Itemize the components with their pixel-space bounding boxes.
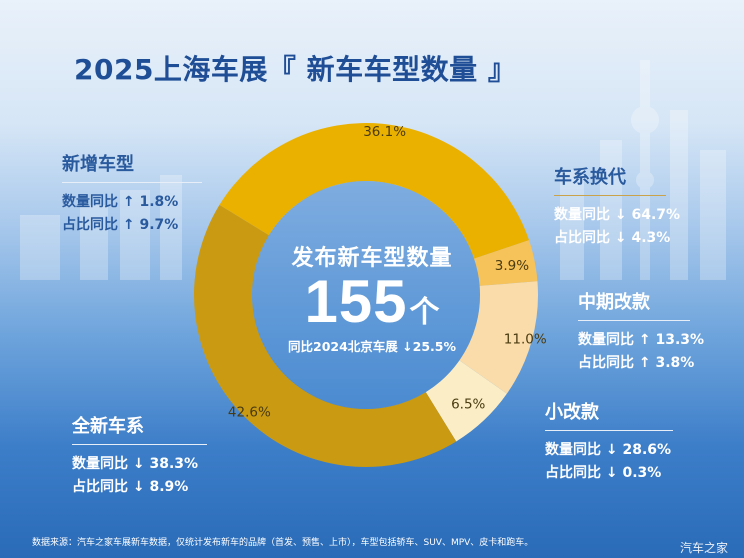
watermark-logo: 汽车之家 — [679, 541, 728, 555]
category-minor-update: 小改款 数量同比 ↓ 28.6% 占比同比 ↓ 0.3% — [545, 398, 675, 485]
slice-value-label: 3.9% — [495, 258, 529, 274]
category-stat-count: 数量同比 ↑ 13.3% — [578, 332, 705, 348]
donut-center-disc — [252, 181, 480, 409]
category-mid-update: 中期改款 数量同比 ↑ 13.3% 占比同比 ↑ 3.8% — [578, 288, 705, 375]
slice-minor-update — [425, 360, 507, 442]
category-name: 小改款 — [545, 402, 599, 423]
chart-center: 发布新车型数量 155个 同比2024北京车展 ↓25.5% — [262, 240, 482, 355]
page-title: 2025上海车展『 新车车型数量 』 — [74, 53, 517, 86]
slice-new-series — [193, 204, 457, 468]
slice-replacement — [474, 240, 538, 286]
divider — [578, 320, 690, 321]
center-number: 155 — [304, 268, 408, 335]
divider — [72, 444, 207, 445]
center-title: 发布新车型数量 — [291, 246, 453, 271]
category-name: 中期改款 — [578, 292, 650, 313]
category-stat-share: 占比同比 ↓ 4.3% — [554, 230, 671, 246]
category-new-model: 新增车型 数量同比 ↑ 1.8% 占比同比 ↑ 9.7% — [62, 150, 212, 237]
category-stat-count: 数量同比 ↓ 64.7% — [554, 207, 681, 223]
category-name: 全新车系 — [72, 416, 144, 437]
center-count: 155个 — [262, 272, 482, 332]
slice-mid-update — [459, 281, 538, 394]
divider — [62, 182, 202, 183]
category-stat-share: 占比同比 ↑ 3.8% — [578, 355, 695, 371]
category-new-series: 全新车系 数量同比 ↓ 38.3% 占比同比 ↓ 8.9% — [72, 412, 222, 499]
center-unit: 个 — [409, 295, 440, 330]
slice-value-label: 42.6% — [228, 405, 271, 421]
category-stat-share: 占比同比 ↓ 0.3% — [545, 465, 662, 481]
category-replacement: 车系换代 数量同比 ↓ 64.7% 占比同比 ↓ 4.3% — [554, 163, 681, 250]
slice-value-label: 11.0% — [504, 331, 547, 347]
category-name: 车系换代 — [554, 167, 626, 188]
slice-value-label: 36.1% — [363, 124, 406, 140]
center-subtitle: 同比2024北京车展 ↓25.5% — [288, 339, 456, 354]
category-stat-share: 占比同比 ↑ 9.7% — [62, 217, 179, 233]
divider — [545, 430, 673, 431]
divider — [554, 195, 666, 196]
category-stat-count: 数量同比 ↓ 28.6% — [545, 442, 672, 458]
slice-new-model — [219, 123, 530, 259]
category-stat-count: 数量同比 ↑ 1.8% — [62, 194, 179, 210]
data-source-footnote: 数据来源：汽车之家车展新车数据，仅统计发布新车的品牌（首发、预售、上市），车型包… — [32, 538, 534, 548]
category-stat-count: 数量同比 ↓ 38.3% — [72, 456, 199, 472]
category-stat-share: 占比同比 ↓ 8.9% — [72, 479, 189, 495]
slice-value-label: 6.5% — [451, 396, 485, 412]
category-name: 新增车型 — [62, 154, 134, 175]
